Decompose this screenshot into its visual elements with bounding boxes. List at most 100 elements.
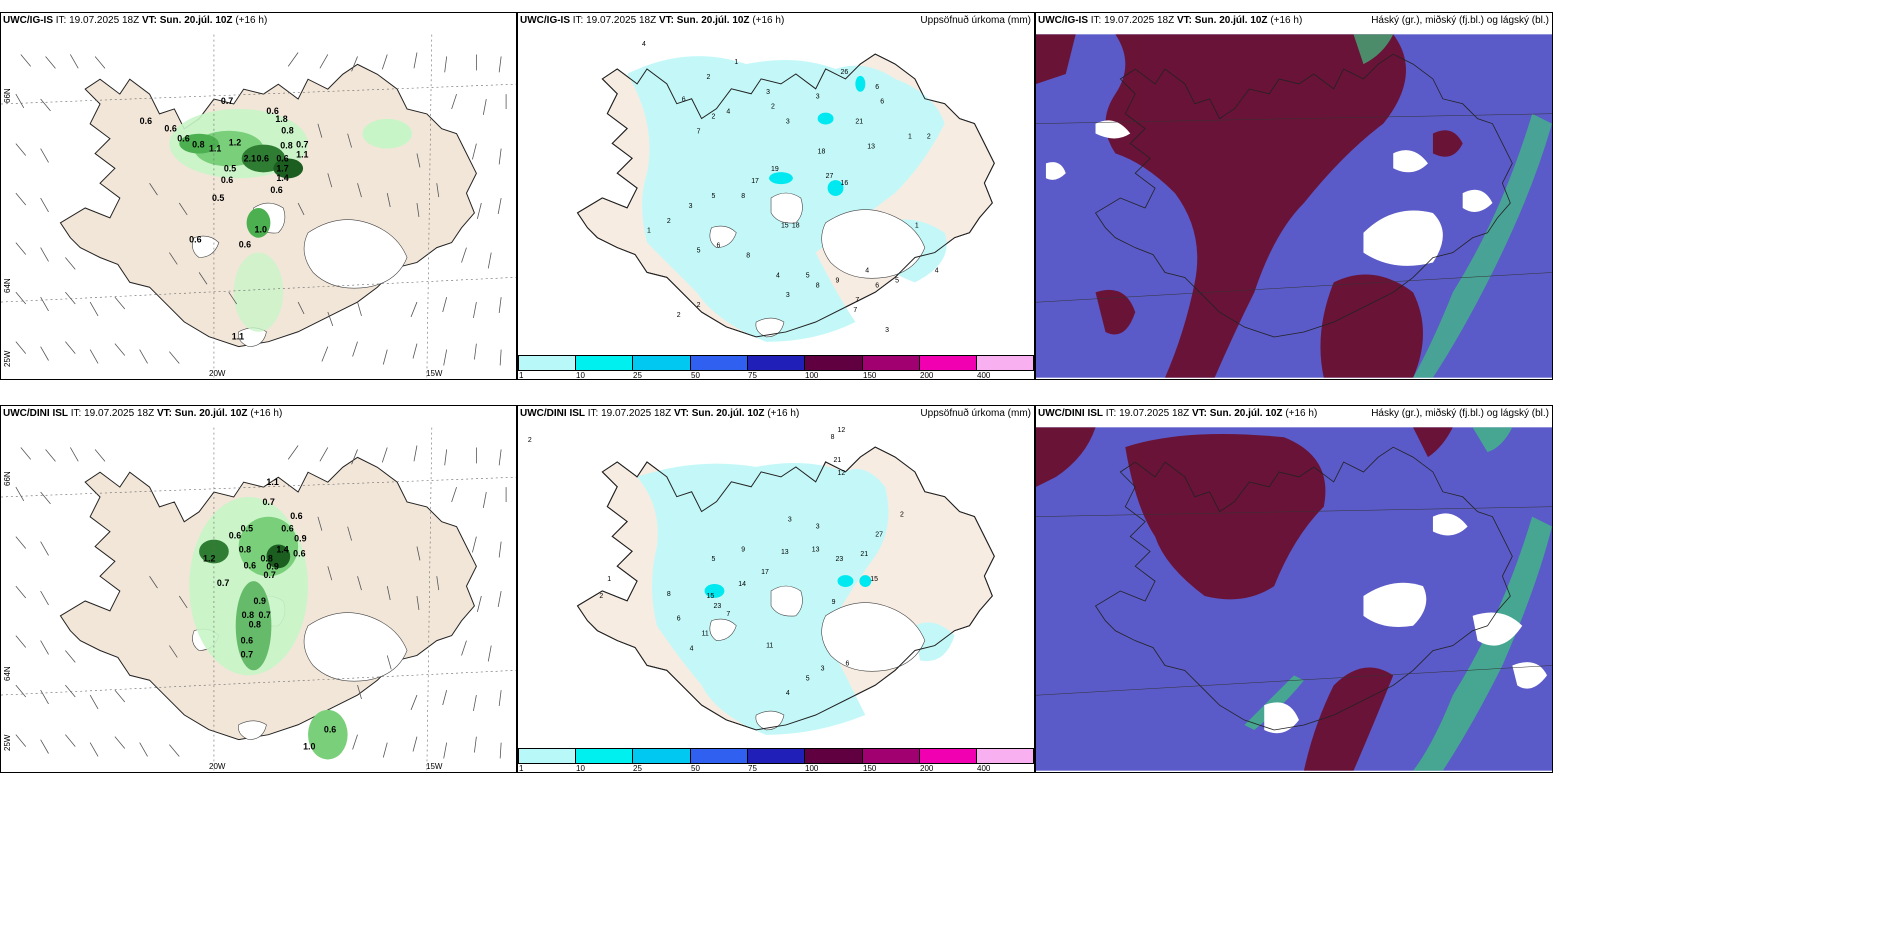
svg-text:0.7: 0.7	[263, 570, 275, 580]
svg-text:3: 3	[786, 119, 790, 126]
svg-text:0.9: 0.9	[254, 596, 266, 606]
panel-variable-title: Uppsöfnuð úrkoma (mm)	[920, 408, 1031, 419]
precip-values: 2 12 8 21 12 2 3 3 13 13 27 23 21 15 17 …	[528, 427, 904, 697]
colorbar-tick: 75	[748, 371, 757, 380]
svg-text:0.5: 0.5	[212, 193, 224, 203]
svg-text:0.6: 0.6	[276, 153, 288, 163]
colorbar-tick: 100	[805, 764, 819, 773]
valid-time: VT: Sun. 20.júl. 10Z	[673, 408, 765, 419]
svg-text:11: 11	[702, 631, 709, 638]
valid-time: VT: Sun. 20.júl. 10Z	[658, 15, 750, 26]
lon-20-label: 20W	[209, 762, 226, 771]
svg-text:0.5: 0.5	[241, 524, 253, 534]
panel-title: UWC/DINI ISL IT: 19.07.2025 18Z VT: Sun.…	[520, 408, 799, 419]
svg-text:27: 27	[826, 173, 834, 180]
precip-values: 4 1 2 3 2 6 7 4 2 3 3 26 6 21 18 19 27 1…	[642, 41, 939, 334]
lead-time: (+16 h)	[767, 408, 800, 419]
precip-colorbar: 1 10 25 50 75 100 150 200 400	[518, 748, 1034, 772]
svg-text:3: 3	[689, 203, 693, 210]
svg-text:13: 13	[867, 143, 875, 150]
model-name: UWC/DINI ISL	[3, 408, 68, 419]
colorbar-segment	[805, 748, 863, 764]
svg-text:0.6: 0.6	[324, 725, 336, 735]
svg-text:2: 2	[927, 133, 931, 140]
svg-text:1: 1	[607, 576, 611, 583]
svg-text:0.6: 0.6	[177, 134, 189, 144]
svg-text:0.6: 0.6	[290, 511, 302, 521]
svg-text:4: 4	[726, 109, 730, 116]
svg-text:2: 2	[712, 114, 716, 121]
colorbar-segment	[576, 355, 633, 371]
svg-text:0.7: 0.7	[241, 649, 253, 659]
svg-text:0.7: 0.7	[262, 497, 274, 507]
svg-text:8: 8	[746, 253, 750, 260]
svg-text:9: 9	[741, 546, 745, 553]
map-clouds-igis	[1036, 34, 1552, 378]
svg-text:0.8: 0.8	[242, 610, 254, 620]
svg-text:1.4: 1.4	[276, 544, 288, 554]
graticule	[1, 427, 516, 771]
valid-time: VT: Sun. 20.júl. 10Z	[1176, 15, 1268, 26]
svg-text:3: 3	[821, 665, 825, 672]
init-time: IT: 19.07.2025 18Z	[1105, 408, 1190, 419]
svg-text:8: 8	[741, 193, 745, 200]
svg-text:2: 2	[771, 104, 775, 111]
colorbar-segment	[748, 748, 805, 764]
svg-text:5: 5	[895, 277, 899, 284]
model-name: UWC/DINI ISL	[520, 408, 585, 419]
svg-text:0.6: 0.6	[266, 106, 278, 116]
colorbar-segment	[518, 748, 576, 764]
svg-text:13: 13	[781, 549, 789, 556]
init-time: IT: 19.07.2025 18Z	[70, 408, 155, 419]
svg-text:0.6: 0.6	[164, 124, 176, 134]
panel-title: UWC/IG-IS IT: 19.07.2025 18Z VT: Sun. 20…	[520, 15, 784, 26]
svg-text:1: 1	[734, 59, 738, 66]
svg-text:0.6: 0.6	[189, 235, 201, 245]
precip-colorbar: 1 10 25 50 75 100 150 200 400	[518, 355, 1034, 379]
svg-text:6: 6	[880, 99, 884, 106]
colorbar-tick: 200	[920, 764, 934, 773]
svg-text:1.8: 1.8	[275, 114, 287, 124]
svg-text:3: 3	[816, 523, 820, 530]
colorbar-tick: 400	[977, 764, 991, 773]
svg-text:15: 15	[707, 593, 715, 600]
svg-text:0.6: 0.6	[221, 175, 233, 185]
colorbar-tick: 150	[863, 764, 877, 773]
model-name: UWC/DINI ISL	[1038, 408, 1103, 419]
wind-barbs	[15, 52, 507, 366]
lon-25-label: 25W	[3, 734, 12, 751]
panel-title: UWC/IG-IS IT: 19.07.2025 18Z VT: Sun. 20…	[1038, 15, 1302, 26]
svg-text:0.7: 0.7	[259, 610, 271, 620]
svg-text:7: 7	[853, 307, 857, 314]
svg-text:0.6: 0.6	[270, 185, 282, 195]
colorbar-tick: 25	[633, 371, 642, 380]
svg-text:19: 19	[771, 166, 779, 173]
wind-barbs	[15, 445, 507, 759]
model-name: UWC/IG-IS	[3, 15, 53, 26]
colorbar-segment	[920, 355, 977, 371]
svg-text:4: 4	[642, 41, 646, 48]
svg-text:0.8: 0.8	[239, 544, 251, 554]
svg-text:4: 4	[786, 690, 790, 697]
svg-text:0.8: 0.8	[281, 126, 293, 136]
svg-text:6: 6	[682, 97, 686, 104]
colorbar-segment	[920, 748, 977, 764]
panel-title: UWC/IG-IS IT: 19.07.2025 18Z VT: Sun. 20…	[3, 15, 267, 26]
svg-text:3: 3	[788, 517, 792, 524]
precip-values: 0.7 0.6 0.6 0.6 0.8 0.6 1.1 1.2 0.5 2.1 …	[140, 96, 309, 342]
svg-text:0.6: 0.6	[281, 524, 293, 534]
svg-text:5: 5	[806, 675, 810, 682]
svg-text:0.8: 0.8	[249, 620, 261, 630]
svg-text:0.6: 0.6	[239, 240, 251, 250]
svg-text:4: 4	[690, 646, 694, 653]
svg-text:1.2: 1.2	[203, 553, 215, 563]
svg-text:14: 14	[738, 581, 746, 588]
svg-text:11: 11	[766, 643, 773, 650]
high-cloud	[1036, 34, 1463, 378]
init-time: IT: 19.07.2025 18Z	[55, 15, 140, 26]
svg-text:17: 17	[761, 569, 769, 576]
svg-text:3: 3	[816, 94, 820, 101]
svg-text:2.1: 2.1	[244, 153, 256, 163]
lon-15-label: 15W	[426, 762, 443, 771]
svg-text:0.8: 0.8	[192, 140, 204, 150]
